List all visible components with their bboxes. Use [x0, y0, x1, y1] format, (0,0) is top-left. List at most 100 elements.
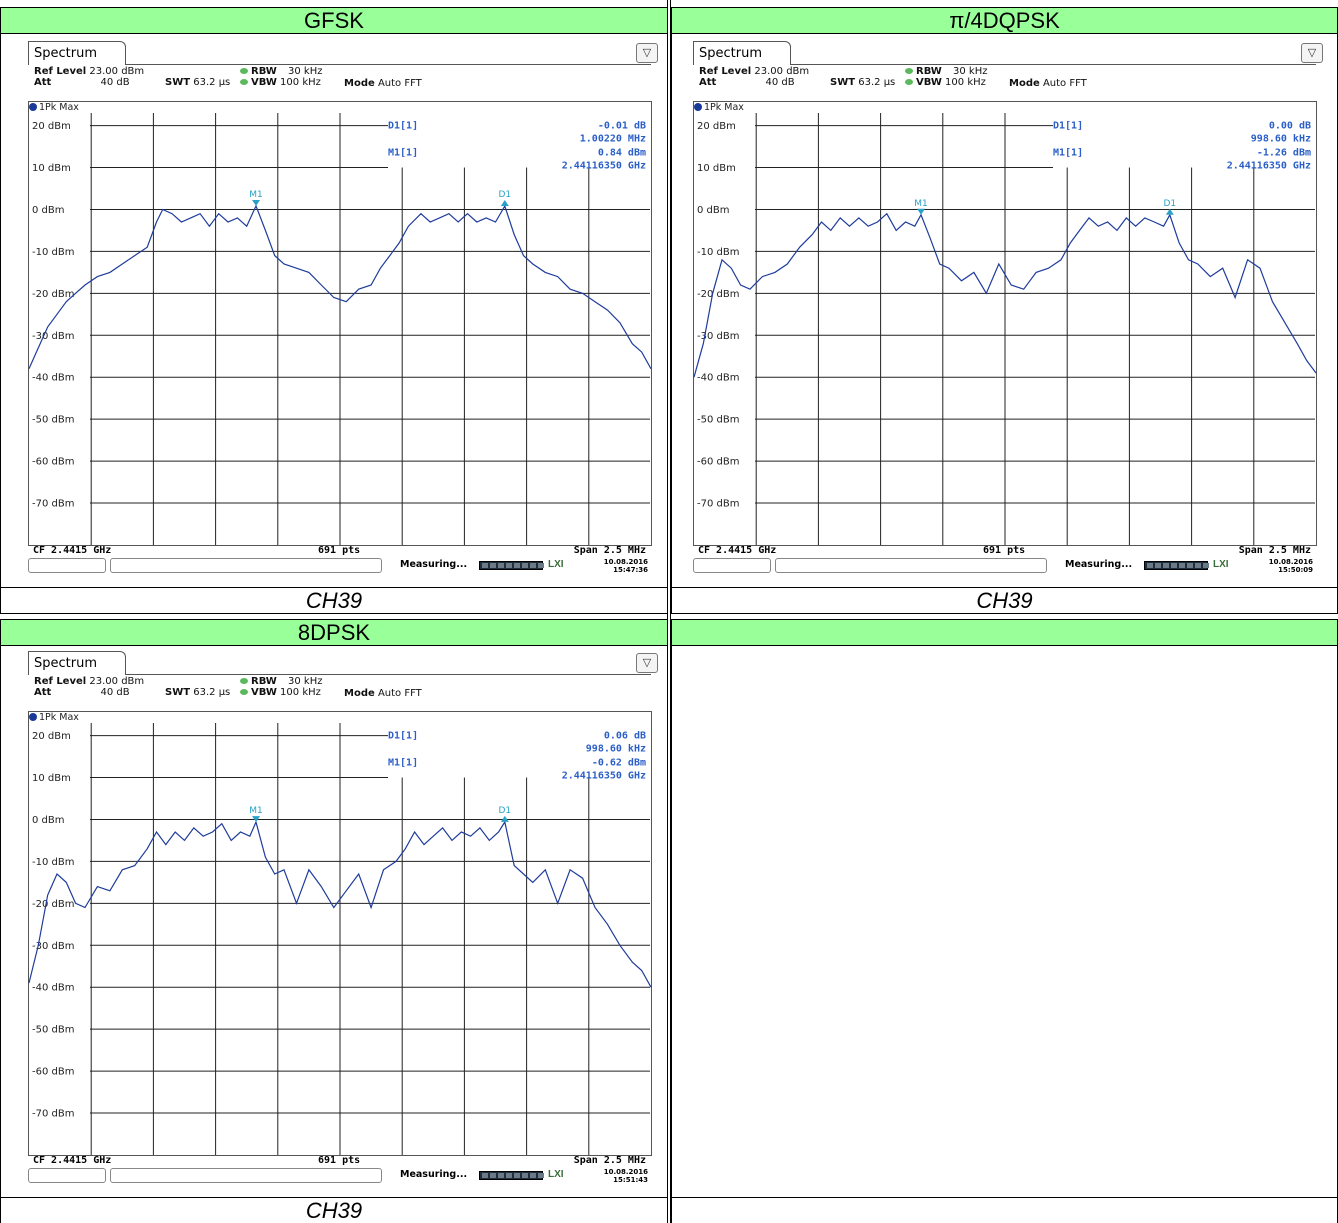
m1-frequency: 2.44116350 GHz: [562, 161, 646, 172]
vbw-row: VBW 100 kHz: [240, 77, 321, 88]
plot-footer: CF 2.4415 GHz 691 pts Span 2.5 MHz: [693, 545, 1317, 557]
y-tick-label: -20 dBm: [32, 289, 74, 300]
point-count: 691 pts: [318, 1155, 361, 1166]
progress-bar: [479, 561, 544, 570]
progress-segment: [490, 563, 496, 568]
progress-segment: [1203, 563, 1209, 568]
marker-m1: [252, 199, 261, 206]
y-tick-label: 0 dBm: [32, 205, 65, 216]
rbw-status-icon: [240, 678, 248, 684]
progress-segment: [498, 1173, 504, 1178]
progress-segment: [1195, 563, 1201, 568]
y-tick-label: 20 dBm: [32, 731, 71, 742]
plot-footer: CF 2.4415 GHz 691 pts Span 2.5 MHz: [28, 1155, 652, 1167]
ref-level-row: Ref Level 23.00 dBm: [34, 66, 144, 77]
mode-value: Auto FFT: [377, 78, 422, 89]
progress-segment: [1171, 563, 1177, 568]
y-tick-label: -20 dBm: [697, 289, 739, 300]
y-tick-label: -70 dBm: [697, 499, 739, 510]
timestamp: 10.08.2016 15:51:43: [590, 1168, 648, 1184]
caption-8dpsk: CH39: [0, 1197, 668, 1223]
measuring-status: Measuring...: [400, 559, 468, 570]
progress-segment: [1179, 563, 1185, 568]
y-tick-label: -10 dBm: [32, 247, 74, 258]
d1-label: D1[1]: [388, 731, 418, 742]
span-value: Span 2.5 MHz: [573, 545, 646, 556]
progress-segment: [538, 563, 544, 568]
m1-label: M1[1]: [388, 758, 418, 769]
lxi-icon: LXI: [548, 559, 564, 570]
y-tick-label: -40 dBm: [32, 983, 74, 994]
tab-underline: [790, 64, 1316, 65]
att-label: Att: [34, 687, 52, 698]
y-tick-label: 20 dBm: [697, 121, 736, 132]
m1-frequency: 2.44116350 GHz: [1227, 161, 1311, 172]
vbw-value: 100 kHz: [280, 687, 321, 698]
header-8dpsk: 8DPSK: [0, 619, 668, 646]
ref-level-row: Ref Level 23.00 dBm: [34, 676, 144, 687]
status-field-1: [28, 558, 106, 573]
rbw-value: 30 kHz: [288, 66, 323, 77]
tab-spectrum[interactable]: Spectrum: [693, 41, 791, 65]
status-field-1: [693, 558, 771, 573]
att-value: 40 dB: [765, 77, 795, 88]
trace-icon: [29, 713, 37, 721]
trace-icon: [29, 103, 37, 111]
plot-footer: CF 2.4415 GHz 691 pts Span 2.5 MHz: [28, 545, 652, 557]
mode-row: Mode Auto FFT: [344, 688, 422, 699]
vbw-row: VBW 100 kHz: [905, 77, 986, 88]
trace-name: 1Pk Max: [704, 102, 744, 113]
marker-d1-label: D1: [499, 190, 512, 200]
progress-segment: [522, 563, 528, 568]
spectrum-plot: 20 dBm 10 dBm 0 dBm -10 dBm -20 dBm -30 dBm -4…: [693, 113, 1317, 545]
menu-icon[interactable]: ▽: [636, 43, 658, 63]
center-frequency: CF 2.4415 GHz: [698, 545, 777, 556]
att-value: 40 dB: [100, 77, 130, 88]
swt-value: 63.2 µs: [193, 687, 231, 698]
ref-level-value: 23.00 dBm: [89, 676, 145, 687]
d1-frequency: 1.00220 MHz: [580, 134, 646, 145]
mode-value: Auto FFT: [1042, 78, 1087, 89]
d1-level: 0.06 dB: [604, 731, 646, 742]
y-tick-label: -50 dBm: [697, 415, 739, 426]
tab-spectrum[interactable]: Spectrum: [28, 651, 126, 675]
att-label: Att: [34, 77, 52, 88]
mode-label: Mode: [344, 78, 375, 89]
progress-segment: [482, 1173, 488, 1178]
menu-icon[interactable]: ▽: [636, 653, 658, 673]
plot-frame: [693, 101, 1317, 546]
plot-frame: [28, 101, 652, 546]
d1-frequency: 998.60 kHz: [1251, 134, 1311, 145]
d1-label: D1[1]: [388, 121, 418, 132]
tab-underline: [125, 64, 651, 65]
m1-level: -0.62 dBm: [592, 758, 646, 769]
tab-spectrum[interactable]: Spectrum: [28, 41, 126, 65]
progress-segment: [490, 1173, 496, 1178]
header-empty: [671, 619, 1338, 646]
m1-label: M1[1]: [388, 148, 418, 159]
m1-level: 0.84 dBm: [598, 148, 646, 159]
spectrum-panel-2: Spectrum ▽ Ref Level 23.00 dBm Att 40 dB…: [693, 41, 1325, 574]
y-tick-label: -40 dBm: [32, 373, 74, 384]
lxi-icon: LXI: [1213, 559, 1229, 570]
progress-segment: [514, 563, 520, 568]
spectrum-plot: 20 dBm 10 dBm 0 dBm -10 dBm -20 dBm -30 dBm -4…: [28, 723, 652, 1155]
ref-level-row: Ref Level 23.00 dBm: [699, 66, 809, 77]
y-tick-label: 20 dBm: [32, 121, 71, 132]
status-bar: Measuring... LXI 10.08.2016 15:50:09: [693, 557, 1317, 574]
menu-icon[interactable]: ▽: [1301, 43, 1323, 63]
swt-row: SWT 63.2 µs: [830, 77, 895, 88]
plot-frame: [28, 711, 652, 1156]
progress-segment: [530, 563, 536, 568]
status-bar: Measuring... LXI 10.08.2016 15:51:43: [28, 1167, 652, 1184]
att-value: 40 dB: [100, 687, 130, 698]
center-frequency: CF 2.4415 GHz: [33, 545, 112, 556]
y-tick-label: 10 dBm: [32, 773, 71, 784]
point-count: 691 pts: [983, 545, 1026, 556]
rbw-label: RBW: [251, 676, 277, 687]
y-tick-label: 10 dBm: [32, 163, 71, 174]
trace-line: [693, 212, 1317, 378]
vbw-value: 100 kHz: [280, 77, 321, 88]
marker-d1: [1165, 208, 1174, 215]
d1-level: 0.00 dB: [1269, 121, 1311, 132]
